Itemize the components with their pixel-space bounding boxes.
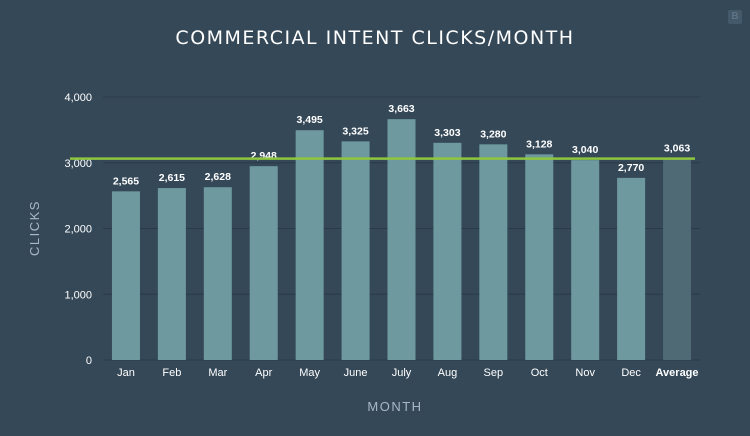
data-label: 3,663 [388,103,414,115]
data-label: 2,565 [113,175,139,187]
bar [203,187,232,360]
x-tick-label: Feb [162,367,181,379]
x-tick-label: Jan [117,367,135,379]
bar [387,119,416,361]
y-axis-title: CLICKS [27,200,42,256]
bar [157,188,186,360]
x-tick-label: Sep [484,367,504,379]
x-tick-label: Oct [531,367,548,379]
data-label: 3,040 [572,144,598,156]
bar [341,141,370,360]
bar [295,130,324,360]
y-tick-label: 4,000 [64,92,92,104]
bar [525,154,554,360]
average-bar [663,158,692,360]
x-axis-title: MONTH [367,399,422,414]
data-label: 2,615 [159,172,185,184]
x-tick-label: Apr [255,367,272,379]
data-label: 3,325 [342,125,368,137]
x-tick-label: Average [656,367,699,379]
y-tick-label: 3,000 [64,158,92,170]
x-tick-label: Dec [621,367,641,379]
bar [111,191,140,360]
x-tick-label: July [392,367,412,379]
bar [433,142,462,360]
y-tick-label: 1,000 [64,289,92,301]
chart-title: COMMERCIAL INTENT CLICKS/MONTH [175,27,575,49]
x-tick-label: June [344,367,368,379]
corner-badge-icon: B [728,10,742,24]
bar [617,177,646,360]
x-tick-label: Mar [208,367,227,379]
data-label: 3,303 [434,127,460,139]
x-tick-label: Aug [438,367,458,379]
data-label: 2,948 [251,150,277,162]
data-label: 2,770 [618,162,644,174]
x-tick-label: Nov [575,367,595,379]
bar [249,166,278,360]
bar [571,160,600,360]
y-tick-label: 2,000 [64,224,92,236]
data-label: 3,128 [526,138,552,150]
x-tick-label: May [299,367,320,379]
data-label: 3,063 [664,143,690,155]
bar [479,144,508,360]
data-label: 2,628 [205,171,231,183]
data-label: 3,280 [480,128,506,140]
y-tick-label: 0 [86,355,92,367]
data-label: 3,495 [297,114,323,126]
